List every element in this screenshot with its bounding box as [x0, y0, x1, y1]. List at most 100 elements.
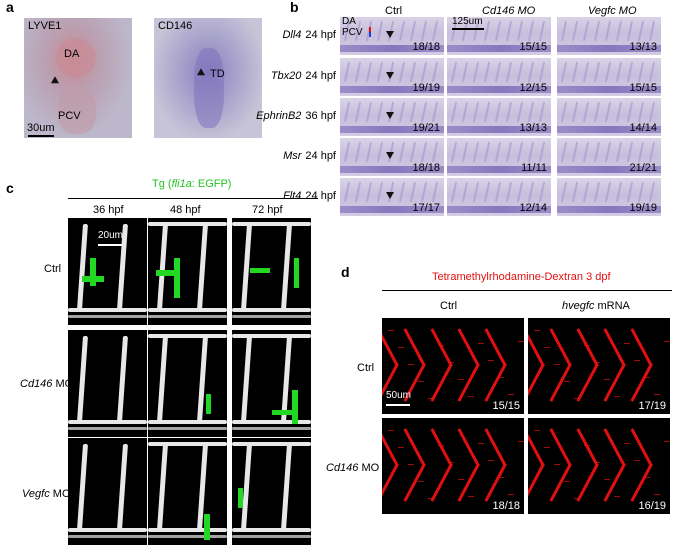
- chevron-vessel: [549, 463, 571, 501]
- somite-stripe: [484, 182, 490, 202]
- egfp-image: [232, 438, 311, 545]
- embryo-count: 16/19: [638, 500, 666, 512]
- somite-stripe: [561, 62, 567, 82]
- ish-image: 13/13: [447, 98, 551, 136]
- vessel-axial: [68, 420, 147, 424]
- somite-stripe: [410, 182, 416, 202]
- chevron-vessel: [430, 363, 452, 401]
- ish-image: 11/11: [447, 138, 551, 176]
- vessel-isv: [77, 224, 88, 310]
- panel-b-row-label: EphrinB2 36 hpf: [0, 110, 336, 122]
- somite-stripe: [638, 182, 644, 202]
- chevron-vessel: [430, 463, 452, 501]
- vessel-isv: [77, 336, 88, 422]
- vessel-isv: [281, 444, 292, 530]
- vessel-isv: [157, 224, 168, 310]
- panel-b-col-ctrl: Ctrl: [385, 5, 402, 17]
- somite-stripe: [495, 62, 501, 82]
- capillary: [398, 447, 404, 448]
- somite-stripe: [506, 102, 512, 122]
- somite-stripe: [539, 102, 545, 122]
- egfp-lymphatic: [204, 514, 210, 540]
- dextran-image: 17/19: [528, 318, 670, 414]
- somite-stripe: [605, 21, 611, 41]
- capillary: [418, 381, 424, 382]
- capillary: [584, 345, 590, 346]
- vessel-axial: [68, 535, 147, 538]
- somite-stripe: [506, 142, 512, 162]
- capillary: [458, 379, 464, 380]
- arrowhead-icon: [386, 31, 394, 38]
- egfp-lymphatic: [272, 410, 294, 415]
- somite-stripe: [605, 102, 611, 122]
- egfp-image: [68, 330, 147, 437]
- vessel-axial: [232, 535, 311, 538]
- capillary: [664, 341, 670, 342]
- panel-d-col-ctrl: Ctrl: [440, 300, 457, 312]
- capillary: [654, 394, 660, 395]
- capillary: [498, 377, 504, 378]
- vessel-axial: [148, 427, 227, 430]
- capillary: [594, 362, 600, 363]
- pcv-label: PCV: [342, 27, 363, 38]
- ish-image: 13/13: [557, 17, 661, 55]
- ish-image: 12/15: [447, 58, 551, 96]
- ish-image: 18/18 DA PCV: [340, 17, 444, 55]
- vessel-axial: [148, 535, 227, 538]
- somite-stripe: [344, 62, 350, 82]
- somite-stripe: [627, 102, 633, 122]
- stage: 24 hpf: [305, 29, 336, 41]
- stage: 24 hpf: [305, 190, 336, 202]
- vessel-dlav: [232, 442, 311, 446]
- somite-stripe: [605, 62, 611, 82]
- ish-image: 19/19: [340, 58, 444, 96]
- capillary: [508, 494, 514, 495]
- capillary: [488, 460, 494, 461]
- capillary: [564, 481, 570, 482]
- somite-stripe: [539, 21, 545, 41]
- capillary: [634, 460, 640, 461]
- somite-stripe: [421, 182, 427, 202]
- somite-stripe: [517, 102, 523, 122]
- egfp-lymphatic: [90, 258, 96, 286]
- somite-stripe: [355, 142, 361, 162]
- somite-stripe: [344, 182, 350, 202]
- capillary: [594, 462, 600, 463]
- somite-stripe: [627, 62, 633, 82]
- somite-stripe: [561, 21, 567, 41]
- egfp-image: [232, 218, 311, 325]
- somite-stripe: [421, 102, 427, 122]
- stage: 24 hpf: [305, 70, 336, 82]
- somite-stripe: [572, 102, 578, 122]
- capillary: [544, 447, 550, 448]
- somite-stripe: [594, 21, 600, 41]
- chevron-vessel: [403, 463, 425, 501]
- title-gene: fli1a: [172, 178, 192, 190]
- vessel-isv: [157, 336, 168, 422]
- somite-stripe: [473, 102, 479, 122]
- somite-stripe: [649, 21, 655, 41]
- panel-d-scale-label: 50um: [386, 390, 411, 401]
- somite-stripe: [462, 142, 468, 162]
- somite-stripe: [484, 62, 490, 82]
- somite-stripe: [528, 102, 534, 122]
- somite-stripe: [506, 182, 512, 202]
- ish-image: 17/17: [340, 178, 444, 216]
- somite-stripe: [399, 62, 405, 82]
- capillary: [544, 347, 550, 348]
- vessel-axial: [68, 315, 147, 318]
- egfp-lymphatic: [250, 268, 270, 273]
- panel-b-scale-bar: [452, 28, 484, 30]
- capillary: [574, 498, 580, 499]
- embryo-count: 19/21: [412, 122, 440, 134]
- capillary: [584, 445, 590, 446]
- capillary: [428, 498, 434, 499]
- somite-stripe: [473, 62, 479, 82]
- chevron-vessel: [528, 463, 545, 501]
- vessel-isv: [241, 444, 252, 530]
- somite-stripe: [377, 102, 383, 122]
- panel-c-title: Tg (fli1a: EGFP): [152, 178, 231, 190]
- chevron-vessel: [403, 428, 425, 466]
- somite-stripe: [616, 21, 622, 41]
- somite-stripe: [399, 21, 405, 41]
